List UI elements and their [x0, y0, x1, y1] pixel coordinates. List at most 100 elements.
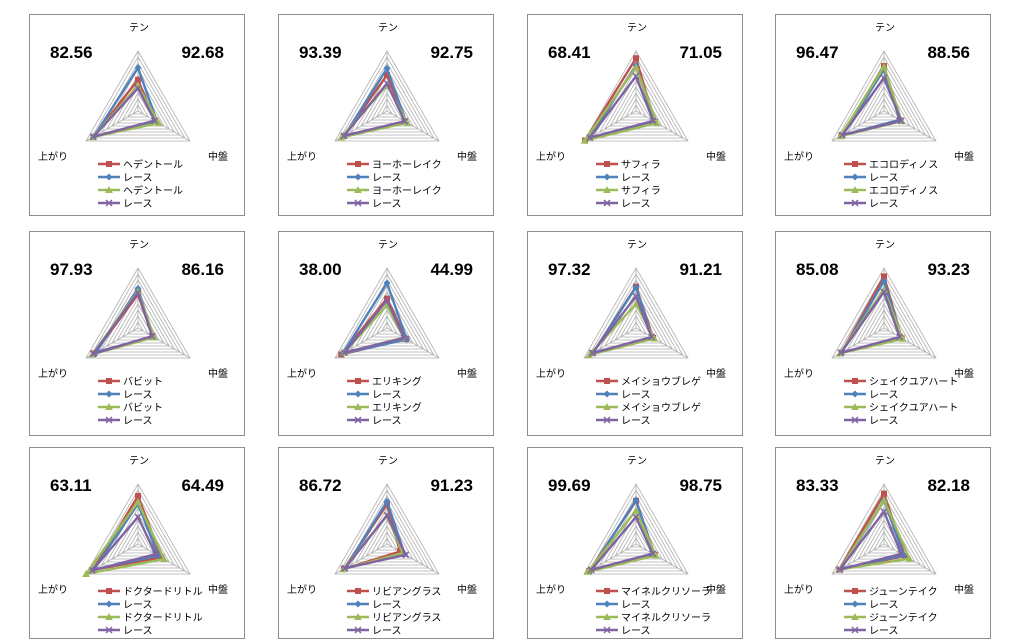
radar-spoke — [635, 543, 689, 575]
data-point — [135, 493, 141, 499]
axis-label: 上がり — [287, 152, 317, 163]
data-point — [880, 62, 888, 70]
data-point — [134, 287, 142, 295]
radar-grid-ring — [878, 537, 890, 548]
radar-grid-ring — [334, 483, 440, 575]
data-point — [836, 565, 844, 574]
radar-chart-panel: テン 中盤 上がり 99.69 98.75 マイネルクリソーラ レース マイネルクリソーラ レー… — [527, 447, 743, 639]
data-point — [88, 566, 96, 574]
axis-label: 中盤 — [457, 369, 477, 380]
legend-marker — [105, 173, 113, 180]
data-point — [89, 350, 97, 358]
axis-label: 上がり — [536, 585, 566, 596]
radar-grid-ring — [619, 525, 653, 554]
legend-marker — [354, 612, 362, 620]
score-right: 93.23 — [927, 260, 970, 279]
legend-swatch — [98, 612, 120, 620]
legend-item: レース — [98, 413, 163, 427]
legend-item: シェイクユアハート — [844, 374, 958, 388]
legend-swatch — [347, 390, 369, 397]
legend-marker — [603, 173, 611, 180]
legend-marker — [852, 587, 858, 594]
legend: シェイクユアハート レース シェイクユアハート レース — [844, 374, 958, 427]
legend-label: レース — [372, 626, 402, 637]
legend-item: レース — [596, 597, 711, 611]
axis-label: 上がり — [536, 369, 566, 380]
series-line — [583, 66, 658, 142]
score-left: 86.72 — [299, 476, 342, 495]
radar-grid-ring — [121, 525, 155, 554]
legend-marker — [354, 390, 362, 397]
data-point — [134, 498, 142, 505]
legend-swatch — [347, 160, 369, 167]
radar-chart-panel: テン 中盤 上がり 63.11 64.49 ドクタードリトル レース ドクタードリトル レース — [29, 447, 245, 639]
axis-label: 上がり — [784, 585, 814, 596]
axis-label: 中盤 — [706, 585, 726, 596]
legend-swatch — [98, 173, 120, 180]
data-point — [898, 334, 907, 342]
radar-grid-ring — [598, 285, 674, 350]
series-line — [342, 82, 406, 138]
series-line — [343, 513, 407, 570]
radar-grid-ring — [583, 267, 689, 359]
data-point — [897, 550, 905, 558]
radar-grid-ring — [85, 267, 191, 359]
data-point — [836, 132, 845, 140]
legend-label: レース — [621, 173, 651, 184]
legend-label: レース — [123, 600, 153, 611]
data-point — [400, 334, 408, 342]
legend-swatch — [844, 587, 866, 594]
legend-marker — [604, 160, 610, 167]
legend-swatch — [347, 612, 369, 620]
legend-item: レース — [844, 413, 958, 427]
axis-label: テン — [378, 456, 398, 467]
legend-label: バビット — [123, 403, 163, 414]
data-point — [339, 565, 348, 573]
legend-item: レース — [347, 413, 422, 427]
legend-item: ジューンテイク — [844, 584, 938, 598]
radar-grid-ring — [349, 285, 425, 350]
legend-marker — [355, 377, 361, 384]
radar-grid-ring — [85, 483, 191, 575]
radar-grid-ring — [836, 273, 932, 356]
legend-marker — [851, 173, 859, 180]
data-point — [649, 550, 657, 558]
legend-label: レース — [123, 416, 153, 427]
legend-label: レース — [372, 173, 402, 184]
radar-chart-panel: テン 中盤 上がり 86.72 91.23 リビアングラス レース リビアングラス レース — [278, 447, 494, 639]
radar-grid-ring — [90, 489, 186, 572]
axis-label: 中盤 — [457, 585, 477, 596]
radar-grid-ring — [630, 537, 642, 548]
radar-grid-ring — [624, 531, 648, 551]
radar-grid-ring — [604, 291, 668, 347]
legend: ヨーホーレイク レース ヨーホーレイク レース — [347, 157, 442, 210]
legend-label: ドクタードリトル — [123, 613, 203, 624]
legend-item: レース — [98, 623, 203, 637]
score-left: 93.39 — [299, 43, 342, 62]
legend-item: レース — [347, 387, 422, 401]
legend-marker — [604, 377, 610, 384]
radar-spoke — [386, 327, 440, 359]
legend-marker — [354, 185, 362, 193]
legend-label: レース — [869, 390, 899, 401]
axis-label: 中盤 — [208, 369, 228, 380]
radar-grid-ring — [121, 309, 155, 338]
legend-item: レース — [596, 623, 711, 637]
data-point — [881, 490, 887, 497]
radar-chart-panel: テン 中盤 上がり 85.08 93.23 シェイクユアハート レース シェイクユアハート レー… — [775, 231, 991, 436]
data-point — [632, 72, 640, 80]
radar-chart — [82, 483, 191, 577]
radar-grid-ring — [90, 273, 186, 356]
radar-spoke — [883, 327, 937, 359]
axis-label: 上がり — [784, 369, 814, 380]
legend-swatch — [596, 415, 618, 424]
data-point — [383, 79, 391, 87]
legend: サフィラ レース サフィラ レース — [596, 157, 661, 210]
legend-marker — [105, 402, 113, 410]
radar-spoke — [137, 327, 191, 359]
legend-swatch — [844, 185, 866, 193]
legend-label: ヨーホーレイク — [372, 160, 442, 171]
legend-marker — [105, 390, 113, 397]
legend-item: メイショウブレゲ — [596, 374, 701, 388]
legend-swatch — [844, 600, 866, 607]
